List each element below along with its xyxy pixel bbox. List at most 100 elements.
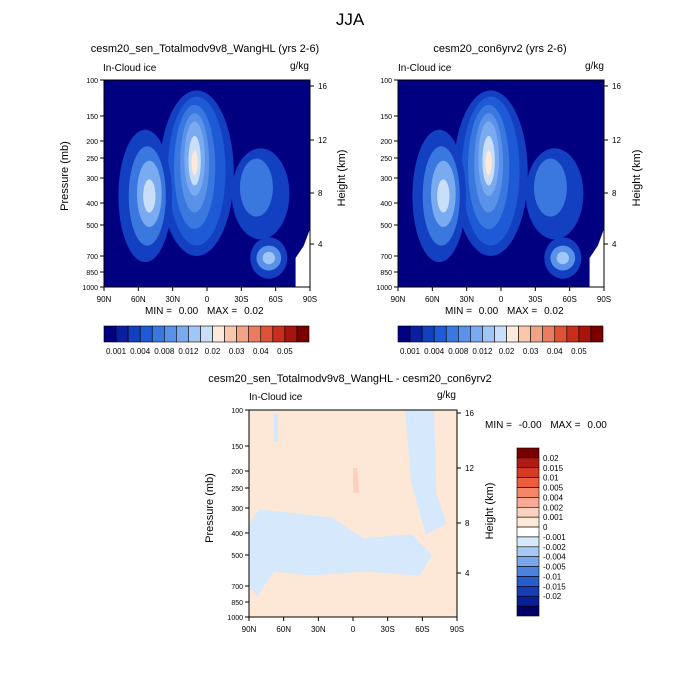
x-tick-label-0-5: 60S [269, 295, 283, 304]
y-tick-label-2-5: 400 [231, 531, 243, 538]
colorbar-0-box-0 [103, 325, 117, 343]
colorbar-1-box-6 [470, 325, 483, 343]
min-value: -0.00 [518, 420, 542, 431]
colorbar-0-box-11 [236, 325, 250, 343]
colorbar-0-box-1 [115, 325, 129, 343]
diff-colorbar-label-11: -0.005 [543, 563, 566, 572]
north-core [143, 179, 156, 213]
colorbar-1-label-3: 0.012 [472, 347, 493, 356]
negative-region-south [405, 410, 447, 535]
max-value: 0.02 [544, 306, 564, 317]
x-tick-label-0-6: 90S [303, 295, 317, 304]
units-label-bottom: g/kg [437, 390, 456, 401]
y-right-tick-label-2-2: 8 [465, 519, 470, 528]
units-label-top-left: g/kg [290, 61, 309, 72]
colorbar-1-label-4: 0.02 [499, 347, 515, 356]
x-tick-label-2-3: 0 [351, 625, 356, 634]
colorbar-0-box-4 [151, 325, 165, 343]
x-tick-label-1-1: 60N [425, 295, 440, 304]
min-label: MIN = [445, 306, 472, 317]
colorbar-0-label-1: 0.004 [130, 347, 151, 356]
south-upper-core [239, 158, 273, 217]
colorbar-0-box-9 [212, 325, 225, 343]
colorbar-0-box-6 [176, 325, 189, 343]
x-tick-label-2-2: 30N [311, 625, 326, 634]
x-tick-label-2-4: 30S [381, 625, 395, 634]
colorbar-1-label-5: 0.03 [523, 347, 539, 356]
y-tick-label-2-2: 200 [231, 469, 243, 476]
diff-colorbar-box-15 [516, 595, 540, 607]
diff-colorbar-label-13: -0.015 [543, 582, 566, 591]
x-tick-label-1-0: 90N [391, 295, 406, 304]
colorbar-1-box-3 [433, 325, 447, 343]
min-max-top-right: MIN = 0.00 MAX = 0.02 [445, 306, 564, 317]
colorbar-0-box-5 [163, 325, 177, 343]
y-tick-label-1-2: 200 [380, 139, 392, 146]
variable-label-bottom: In-Cloud ice [249, 392, 303, 403]
colorbar-0-label-5: 0.03 [229, 347, 245, 356]
y-tick-label-2-6: 500 [231, 553, 243, 560]
max-label: MAX = [206, 306, 238, 317]
diff-colorbar-box-2 [516, 467, 540, 478]
diff-colorbar-box-7 [516, 516, 540, 528]
x-tick-label-1-6: 90S [597, 295, 611, 304]
y-tick-label-2-4: 300 [231, 506, 243, 513]
positive-spot-tropics [353, 467, 360, 493]
units-label-top-right: g/kg [585, 61, 604, 72]
colorbar-0-label-3: 0.012 [178, 347, 199, 356]
colorbar-0-box-10 [224, 325, 237, 343]
colorbar-1-box-16 [590, 325, 604, 343]
colorbar-0-box-15 [284, 325, 298, 343]
colorbar-1-label-2: 0.008 [448, 347, 469, 356]
x-tick-label-0-1: 60N [131, 295, 146, 304]
y-right-tick-label-1-3: 4 [612, 240, 617, 249]
y-right-tick-label-0-0: 16 [318, 82, 327, 91]
south-upper-core [533, 158, 567, 217]
diff-colorbar-box-9 [516, 536, 540, 548]
min-value: 0.00 [178, 306, 199, 317]
y-tick-label-0-7: 700 [86, 254, 98, 261]
colorbar-1-box-4 [445, 325, 459, 343]
y-tick-label-2-7: 700 [231, 584, 243, 591]
diff-colorbar-label-5: 0.002 [543, 503, 564, 512]
negative-region-lower [249, 509, 433, 597]
y-tick-label-0-5: 400 [86, 201, 98, 208]
y-right-tick-label-0-2: 8 [318, 189, 323, 198]
diff-colorbar-label-2: 0.01 [543, 474, 559, 483]
max-label: MAX = [550, 420, 581, 431]
diff-colorbar-box-5 [516, 497, 540, 508]
diff-colorbar-box-1 [516, 457, 540, 469]
colorbar-1-box-10 [518, 325, 531, 343]
diff-colorbar-label-9: -0.002 [543, 543, 566, 552]
y-tick-label-0-6: 500 [86, 223, 98, 230]
y-tick-label-1-9: 1000 [376, 285, 392, 292]
colorbar-0-box-3 [139, 325, 153, 343]
figure-title: JJA [335, 10, 365, 29]
y-tick-label-2-8: 850 [231, 600, 243, 607]
colorbar-0-box-8 [200, 325, 213, 343]
y-tick-label-1-4: 300 [380, 176, 392, 183]
contour-field-1 [398, 80, 604, 287]
diff-colorbar-label-14: -0.02 [543, 592, 562, 601]
north-core [437, 179, 450, 213]
y-tick-label-1-5: 400 [380, 201, 392, 208]
colorbar-0-label-6: 0.04 [253, 347, 269, 356]
colorbar-0-box-2 [127, 325, 141, 343]
south-lower-core [262, 251, 275, 265]
max-value: 0.00 [587, 420, 607, 431]
colorbar-1-box-13 [554, 325, 568, 343]
colorbar-0-label-2: 0.008 [154, 347, 175, 356]
colorbar-0-box-13 [260, 325, 274, 343]
diff-colorbar-box-6 [516, 506, 540, 518]
variable-label-top-left: In-Cloud ice [103, 63, 157, 74]
y-right-tick-label-2-1: 12 [465, 464, 474, 473]
south-lower-core [556, 251, 569, 265]
tropics-core [191, 150, 198, 176]
panel-title-top-left: cesm20_sen_Totalmodv9v8_WangHL (yrs 2-6) [90, 43, 320, 55]
min-max-top-left: MIN = 0.00 MAX = 0.02 [145, 306, 264, 317]
colorbar-0-box-14 [272, 325, 286, 343]
min-max-bottom: MIN = -0.00 MAX = 0.00 [485, 420, 607, 431]
x-tick-label-2-1: 60N [276, 625, 291, 634]
diff-colorbar-box-3 [516, 477, 540, 488]
